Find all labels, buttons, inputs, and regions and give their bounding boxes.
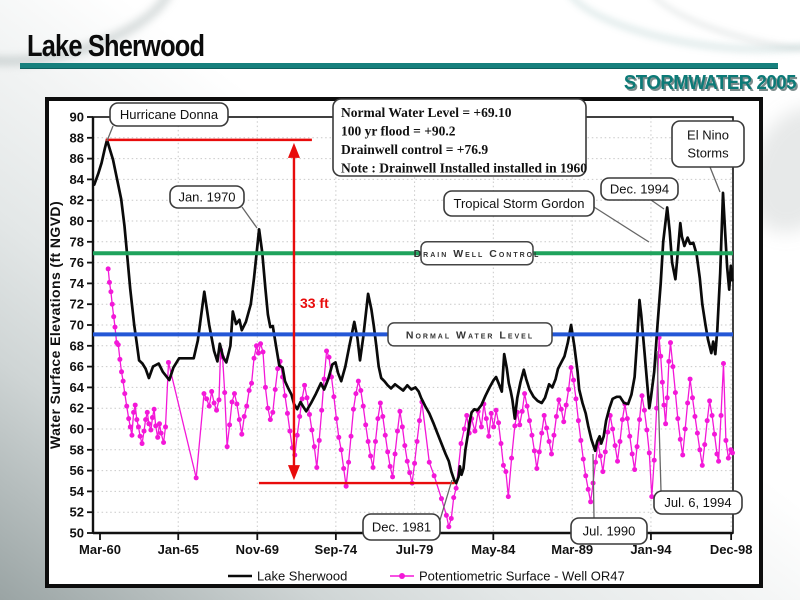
svg-text:Mar-60: Mar-60 [79, 542, 121, 557]
top-right-swoosh-decoration [554, 0, 800, 71]
svg-text:54: 54 [70, 484, 85, 499]
svg-text:Tropical Storm Gordon: Tropical Storm Gordon [453, 196, 584, 211]
svg-text:80: 80 [70, 214, 84, 229]
svg-text:Drain Well Control: Drain Well Control [414, 248, 541, 260]
annotation-note-box: Normal Water Level = +69.10 100 yr flood … [332, 98, 587, 177]
svg-text:Mar-89: Mar-89 [551, 542, 593, 557]
svg-text:62: 62 [70, 401, 84, 416]
svg-text:50: 50 [70, 526, 84, 541]
svg-text:90: 90 [70, 110, 84, 125]
top-right-swoosh-decoration-2 [634, 0, 800, 72]
svg-text:Dec. 1994: Dec. 1994 [610, 182, 669, 197]
svg-text:56: 56 [70, 463, 84, 478]
x-axis-ticks: Mar-60 Jan-65 Nov-69 Sep-74 Jul-79 May-84 Mar-… [79, 533, 752, 557]
svg-text:68: 68 [70, 338, 84, 353]
slide-title: Lake Sherwood [27, 28, 205, 63]
annotation-jan-1970: Jan. 1970 [169, 185, 258, 229]
svg-text:88: 88 [70, 130, 84, 145]
y-axis-title: Water Surface Elevations (ft NGVD) [47, 201, 63, 449]
svg-text:Storms: Storms [687, 146, 729, 161]
svg-text:Jan-65: Jan-65 [158, 542, 199, 557]
annotation-jul-1990: Jul. 1990 [570, 453, 648, 545]
svg-text:78: 78 [70, 234, 84, 249]
svg-text:70: 70 [70, 318, 84, 333]
svg-text:Hurricane Donna: Hurricane Donna [120, 107, 219, 122]
svg-text:Normal Water Level = +69.10: Normal Water Level = +69.10 [341, 105, 512, 120]
svg-text:58: 58 [70, 442, 84, 457]
annotation-el-nino-storms: El Nino Storms [671, 120, 745, 193]
svg-text:82: 82 [70, 193, 84, 208]
svg-text:Nov-69: Nov-69 [236, 542, 279, 557]
measurement-label: 33 ft [300, 295, 329, 311]
series-lake-sherwood [92, 138, 734, 485]
svg-text:Jan. 1970: Jan. 1970 [178, 190, 235, 205]
annotation-dec-1994: Dec. 1994 [600, 177, 679, 210]
svg-text:Drainwell control = +76.9: Drainwell control = +76.9 [341, 142, 488, 157]
svg-text:Dec. 1981: Dec. 1981 [372, 520, 431, 535]
annotation-jul-6-1994: Jul. 6, 1994 [653, 350, 743, 515]
svg-text:Jul. 1990: Jul. 1990 [583, 524, 636, 539]
series-potentiometric-well-or47 [105, 266, 735, 530]
annotation-hurricane-donna: Hurricane Donna [106, 102, 229, 142]
chart-legend: Lake Sherwood Potentiometric Surface - We… [228, 569, 625, 584]
svg-text:74: 74 [70, 276, 85, 291]
svg-text:Jul. 6, 1994: Jul. 6, 1994 [664, 495, 731, 510]
svg-text:Lake Sherwood: Lake Sherwood [257, 569, 347, 584]
stormwater-2005-logo: STORMWATER 2005 [623, 72, 797, 94]
svg-text:Sep-74: Sep-74 [315, 542, 358, 557]
svg-text:86: 86 [70, 151, 84, 166]
svg-text:May-84: May-84 [471, 542, 516, 557]
svg-text:Jan-94: Jan-94 [630, 542, 672, 557]
svg-text:76: 76 [70, 255, 84, 270]
svg-text:64: 64 [70, 380, 85, 395]
svg-text:60: 60 [70, 422, 84, 437]
svg-text:72: 72 [70, 297, 84, 312]
svg-text:Jul-79: Jul-79 [396, 542, 434, 557]
lake-sherwood-chart: 50 52 54 56 58 60 62 64 66 68 70 72 74 76 78 80 82 84 86 88… [45, 97, 763, 588]
svg-text:Note : Drainwell Installed ins: Note : Drainwell Installed installed in … [341, 161, 587, 176]
svg-text:100 yr flood = +90.2: 100 yr flood = +90.2 [341, 124, 456, 139]
svg-text:Potentiometric Surface - Well: Potentiometric Surface - Well OR47 [419, 569, 625, 584]
annotation-dec-1981: Dec. 1981 [362, 479, 453, 541]
annotation-tropical-storm-gordon: Tropical Storm Gordon [443, 190, 650, 243]
svg-text:52: 52 [70, 505, 84, 520]
title-divider-rule [20, 63, 778, 69]
svg-text:Dec-98: Dec-98 [710, 542, 753, 557]
svg-text:66: 66 [70, 359, 84, 374]
refline-label-drain-well-control: Drain Well Control [414, 240, 541, 266]
y-axis-ticks: 50 52 54 56 58 60 62 64 66 68 70 72 74 76 78 80 82 84 86 88… [70, 110, 93, 541]
refline-label-normal-water-level: Normal Water Level [387, 322, 553, 347]
svg-text:84: 84 [70, 172, 85, 187]
svg-text:El Nino: El Nino [687, 128, 729, 143]
measurement-33ft: 33 ft [105, 138, 455, 485]
svg-text:Normal Water Level: Normal Water Level [406, 329, 534, 341]
